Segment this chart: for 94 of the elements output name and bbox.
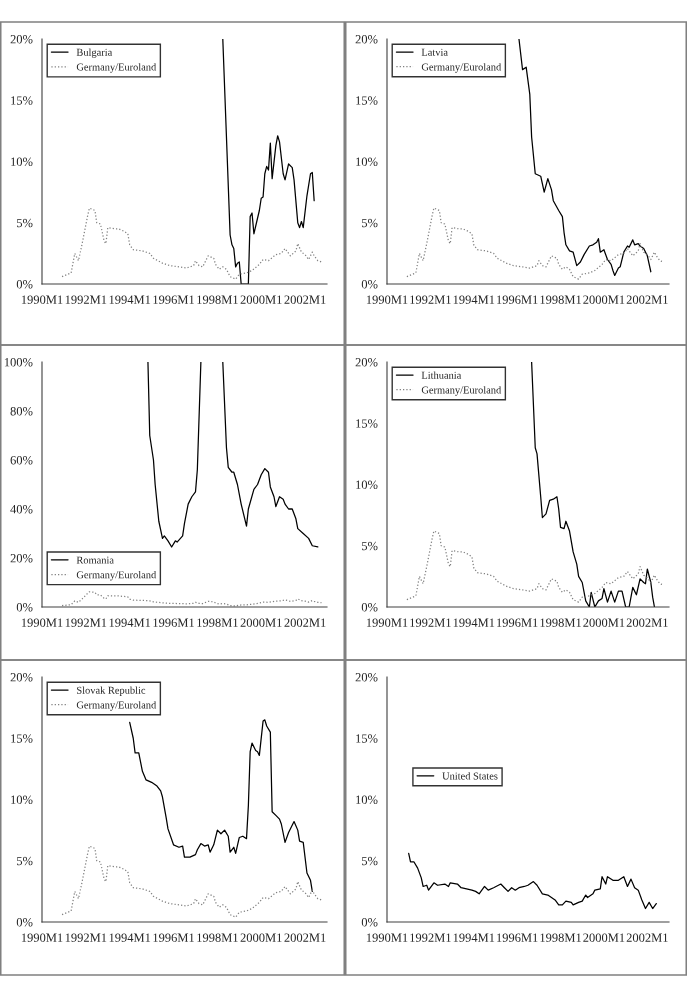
x-tick-label: 1994M1 (453, 933, 495, 942)
legend-label: Germany/Euroland (421, 386, 502, 396)
x-tick-label: 1996M1 (153, 933, 194, 942)
x-tick-label: 1990M1 (21, 295, 63, 304)
x-tick-label: 1994M1 (109, 295, 151, 304)
x-tick-label: 2000M1 (240, 933, 282, 942)
x-tick-label: 1992M1 (65, 295, 107, 304)
y-tick-label: 15% (356, 734, 378, 743)
x-tick-label: 1998M1 (540, 295, 581, 304)
x-tick-label: 2000M1 (583, 933, 625, 942)
y-tick-label: 5% (362, 218, 378, 228)
x-tick-label: 1992M1 (410, 933, 451, 942)
x-tick-label: 1990M1 (366, 933, 408, 942)
x-tick-label: 1994M1 (453, 295, 495, 304)
y-tick-label: 40% (10, 505, 33, 514)
y-tick-label: 20% (10, 35, 33, 44)
legend-label: Slovak Republic (77, 686, 146, 696)
x-tick-label: 1990M1 (21, 618, 63, 627)
y-tick-label: 10% (11, 157, 33, 166)
y-tick-label: 15% (11, 734, 33, 743)
y-tick-label: 15% (11, 96, 33, 105)
x-tick-label: 1992M1 (410, 295, 451, 304)
legend-label: Germany/Euroland (76, 701, 157, 711)
x-tick-label: 1996M1 (497, 933, 538, 942)
y-tick-label: 20% (355, 358, 378, 367)
y-tick-label: 5% (362, 856, 378, 866)
x-tick-label: 1994M1 (453, 618, 495, 627)
x-tick-label: 1992M1 (65, 618, 107, 627)
x-tick-label: 1992M1 (410, 618, 451, 627)
y-tick-label: 5% (17, 856, 33, 866)
x-tick-label: 1998M1 (540, 618, 581, 627)
legend-label: Latvia (421, 48, 448, 56)
line-series (61, 845, 323, 918)
legend-label: Romania (76, 556, 114, 564)
y-tick-label: 15% (356, 96, 378, 105)
x-tick-label: 1998M1 (197, 618, 238, 627)
y-tick-label: 10% (11, 795, 33, 804)
x-tick-label: 1990M1 (366, 618, 408, 627)
line-series (408, 852, 657, 910)
y-tick-label: 10% (356, 157, 378, 166)
line-series (406, 207, 665, 280)
y-tick-label: 0% (361, 603, 378, 612)
legend-label: Germany/Euroland (76, 63, 157, 73)
x-tick-label: 2000M1 (240, 618, 282, 627)
x-tick-label: 1996M1 (153, 618, 194, 627)
legend-label: United States (442, 772, 498, 780)
x-tick-label: 1994M1 (109, 933, 151, 942)
x-tick-label: 2002M1 (284, 933, 326, 942)
x-tick-label: 2002M1 (626, 618, 668, 627)
y-tick-label: 15% (356, 419, 378, 428)
y-tick-label: 20% (10, 554, 33, 563)
y-tick-label: 0% (361, 918, 378, 927)
legend-label: Germany/Euroland (421, 63, 502, 73)
y-tick-label: 0% (361, 280, 378, 289)
y-tick-label: 0% (16, 918, 33, 927)
x-tick-label: 2000M1 (583, 618, 625, 627)
x-tick-label: 2002M1 (284, 618, 326, 627)
x-tick-label: 1998M1 (197, 295, 238, 304)
legend-label: Bulgaria (76, 48, 113, 58)
y-tick-label: 60% (10, 456, 33, 465)
x-tick-label: 2000M1 (240, 295, 282, 304)
x-tick-label: 1996M1 (497, 618, 538, 627)
x-tick-label: 1996M1 (497, 295, 538, 304)
line-series (530, 362, 656, 607)
x-tick-label: 2002M1 (626, 295, 668, 304)
x-tick-label: 1990M1 (21, 933, 63, 942)
line-series (518, 39, 652, 277)
y-tick-label: 10% (356, 480, 378, 489)
x-tick-label: 1990M1 (366, 295, 408, 304)
x-tick-label: 2002M1 (284, 295, 326, 304)
y-tick-label: 80% (10, 407, 33, 416)
y-tick-label: 20% (355, 35, 378, 44)
y-tick-label: 5% (362, 541, 378, 551)
y-tick-label: 20% (10, 673, 33, 682)
line-series (222, 39, 315, 284)
y-tick-label: 20% (355, 673, 378, 682)
y-tick-label: 0% (16, 280, 33, 289)
x-tick-label: 2000M1 (583, 295, 625, 304)
x-tick-label: 1998M1 (540, 933, 581, 942)
legend-label: Germany/Euroland (76, 571, 157, 581)
y-tick-label: 0% (16, 603, 33, 612)
y-tick-label: 5% (17, 218, 33, 228)
legend-label: Lithuania (421, 371, 462, 379)
line-series (61, 591, 323, 607)
y-tick-label: 100% (4, 358, 33, 367)
x-tick-label: 1994M1 (109, 618, 151, 627)
x-tick-label: 1998M1 (197, 933, 238, 942)
line-series (61, 207, 323, 280)
y-tick-label: 10% (356, 795, 378, 804)
line-series (406, 530, 665, 603)
line-series (129, 719, 313, 892)
x-tick-label: 2002M1 (626, 933, 668, 942)
x-tick-label: 1992M1 (65, 933, 107, 942)
x-tick-label: 1996M1 (153, 295, 194, 304)
